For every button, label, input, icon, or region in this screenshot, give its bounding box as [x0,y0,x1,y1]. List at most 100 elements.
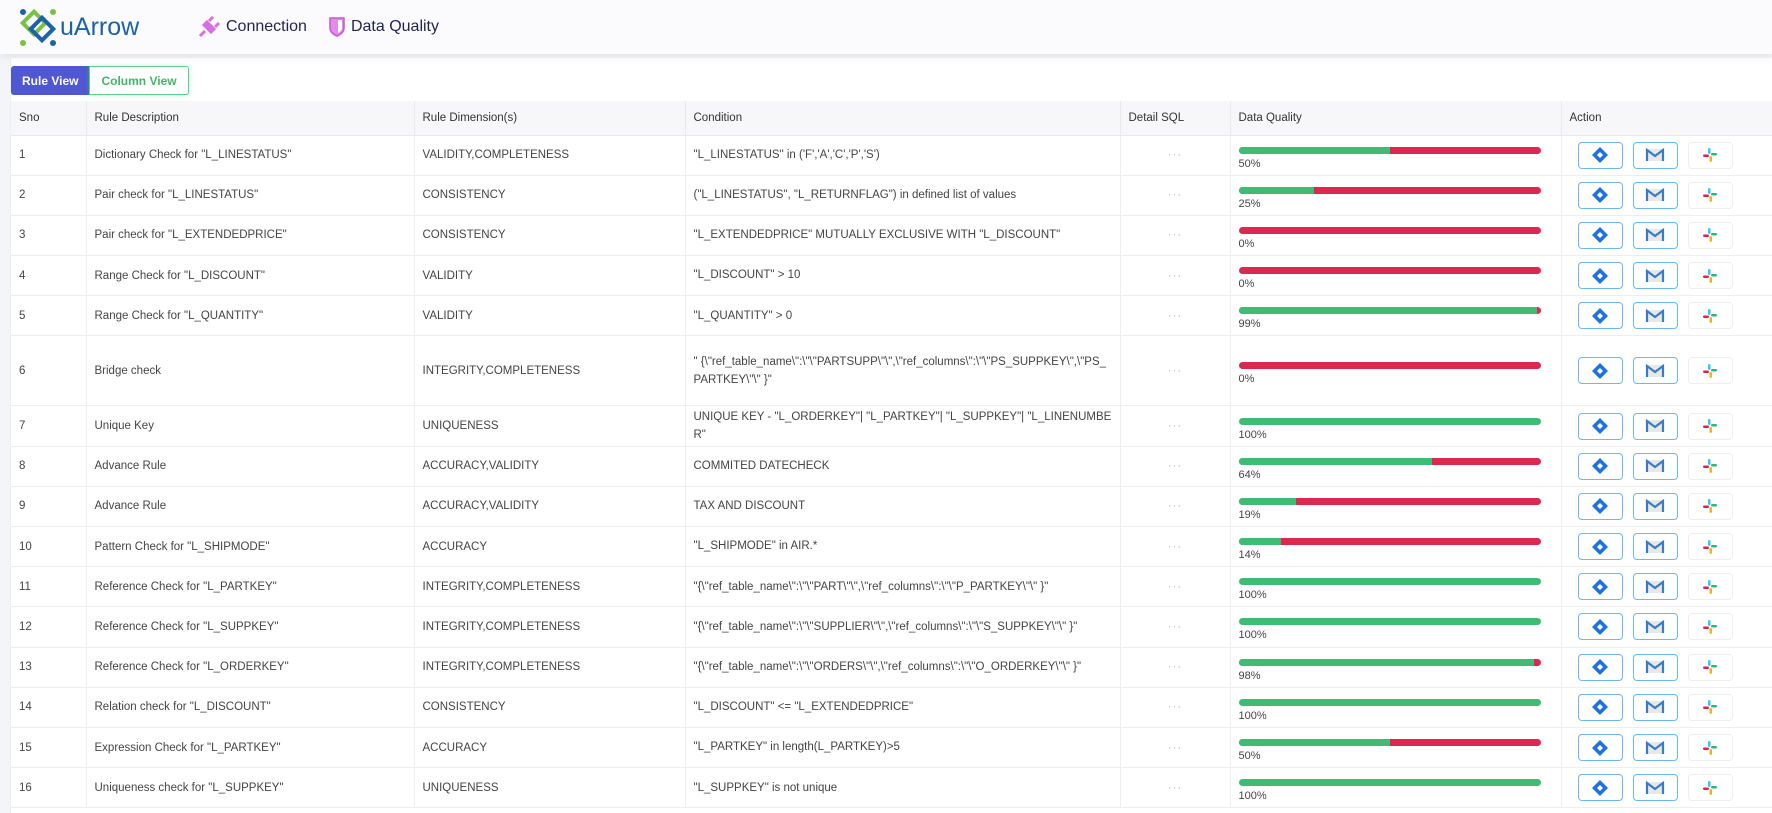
jira-button[interactable] [1577,262,1623,290]
col-condition[interactable]: Condition [685,101,1121,136]
uarrow-logo[interactable]: uArrow [18,7,198,47]
slack-button[interactable] [1687,412,1733,440]
col-sno[interactable]: Sno [11,101,87,136]
gmail-button[interactable] [1632,452,1678,480]
detail-sql-button[interactable]: ··· [1120,255,1231,297]
gmail-button[interactable] [1632,774,1678,802]
col-rule-dimension[interactable]: Rule Dimension(s) [414,101,686,136]
jira-button[interactable] [1577,653,1623,681]
slack-button[interactable] [1687,452,1733,480]
table-row: 9 Advance Rule ACCURACY,VALIDITY TAX AND… [11,486,1772,528]
detail-sql-button[interactable]: ··· [1120,486,1231,528]
detail-sql-button[interactable]: ··· [1120,215,1231,257]
gmail-icon [1645,308,1665,322]
jira-button[interactable] [1577,774,1623,802]
slack-button[interactable] [1687,613,1733,641]
slack-button[interactable] [1687,141,1733,169]
jira-button[interactable] [1577,412,1623,440]
slack-button[interactable] [1687,533,1733,561]
sno-cell: 8 [11,446,87,487]
slack-button[interactable] [1687,693,1733,721]
nav-data-quality[interactable]: Data Quality [329,17,439,37]
col-detail-sql[interactable]: Detail SQL [1120,101,1231,136]
jira-icon [1592,362,1608,379]
detail-sql-button[interactable]: ··· [1120,175,1231,216]
detail-sql-button[interactable]: ··· [1120,335,1231,407]
gmail-button[interactable] [1632,262,1678,290]
rules-table: Sno Rule Description Rule Dimension(s) C… [11,101,1772,809]
rule-dimension-cell: INTEGRITY,COMPLETENESS [414,566,686,608]
gmail-button[interactable] [1632,613,1678,641]
slack-button[interactable] [1687,774,1733,802]
gmail-button[interactable] [1632,573,1678,601]
condition-cell: COMMITED DATECHECK [685,446,1121,487]
jira-button[interactable] [1577,573,1623,601]
detail-sql-button[interactable]: ··· [1120,446,1231,487]
detail-sql-button[interactable]: ··· [1120,767,1231,809]
gmail-icon [1645,539,1665,553]
col-rule-description[interactable]: Rule Description [86,101,415,136]
gmail-button[interactable] [1632,693,1678,721]
detail-sql-button[interactable]: ··· [1120,687,1231,728]
slack-button[interactable] [1687,221,1733,249]
gmail-button[interactable] [1632,492,1678,520]
gmail-button[interactable] [1632,181,1678,209]
detail-sql-button[interactable]: ··· [1120,295,1231,337]
data-quality-percent: 0% [1238,237,1255,250]
gmail-button[interactable] [1632,653,1678,681]
slack-button[interactable] [1687,357,1733,385]
gmail-icon [1645,459,1665,473]
table-row: 1 Dictionary Check for "L_LINESTATUS" VA… [11,135,1772,176]
condition-cell: "L_QUANTITY" > 0 [685,295,1121,337]
slack-button[interactable] [1687,492,1733,520]
detail-sql-button[interactable]: ··· [1120,405,1231,447]
jira-button[interactable] [1577,357,1623,385]
jira-button[interactable] [1577,613,1623,641]
sno-cell: 10 [11,526,87,568]
slack-button[interactable] [1687,302,1733,330]
rule-description-cell: Pattern Check for "L_SHIPMODE" [86,526,415,568]
nav-connection[interactable]: Connection [198,16,307,38]
jira-button[interactable] [1577,693,1623,721]
gmail-button[interactable] [1632,734,1678,762]
jira-button[interactable] [1577,141,1623,169]
gmail-button[interactable] [1632,357,1678,385]
detail-sql-button[interactable]: ··· [1120,727,1231,769]
rule-description-cell: Uniqueness check for "L_SUPPKEY" [86,767,415,809]
jira-button[interactable] [1577,533,1623,561]
rule-description-cell: Pair check for "L_LINESTATUS" [86,175,415,216]
data-quality-bar-fill [1238,417,1541,425]
gmail-button[interactable] [1632,533,1678,561]
detail-sql-button[interactable]: ··· [1120,647,1231,688]
data-quality-percent: 0% [1238,278,1255,291]
jira-button[interactable] [1577,302,1623,330]
detail-sql-button[interactable]: ··· [1120,566,1231,608]
data-quality-percent: 100% [1238,709,1267,722]
gmail-button[interactable] [1632,412,1678,440]
gmail-button[interactable] [1632,141,1678,169]
jira-button[interactable] [1577,181,1623,209]
jira-icon [1592,659,1608,676]
detail-sql-button[interactable]: ··· [1120,606,1231,648]
condition-cell: "L_LINESTATUS" in ('F','A','C','P','S') [685,135,1121,176]
jira-button[interactable] [1577,492,1623,520]
slack-button[interactable] [1687,181,1733,209]
slack-icon [1703,459,1717,474]
slack-button[interactable] [1687,653,1733,681]
slack-button[interactable] [1687,734,1733,762]
col-action[interactable]: Action [1561,101,1772,136]
column-view-button[interactable]: Column View [89,66,189,95]
rule-view-button[interactable]: Rule View [11,66,90,95]
jira-button[interactable] [1577,734,1623,762]
jira-button[interactable] [1577,452,1623,480]
slack-button[interactable] [1687,573,1733,601]
gmail-button[interactable] [1632,221,1678,249]
gmail-button[interactable] [1632,302,1678,330]
jira-button[interactable] [1577,221,1623,249]
table-row: 10 Pattern Check for "L_SHIPMODE" ACCURA… [11,526,1772,568]
table-row: 11 Reference Check for "L_PARTKEY" INTEG… [11,566,1772,608]
detail-sql-button[interactable]: ··· [1120,526,1231,568]
col-data-quality[interactable]: Data Quality [1230,101,1562,136]
detail-sql-button[interactable]: ··· [1120,135,1231,176]
slack-button[interactable] [1687,262,1733,290]
